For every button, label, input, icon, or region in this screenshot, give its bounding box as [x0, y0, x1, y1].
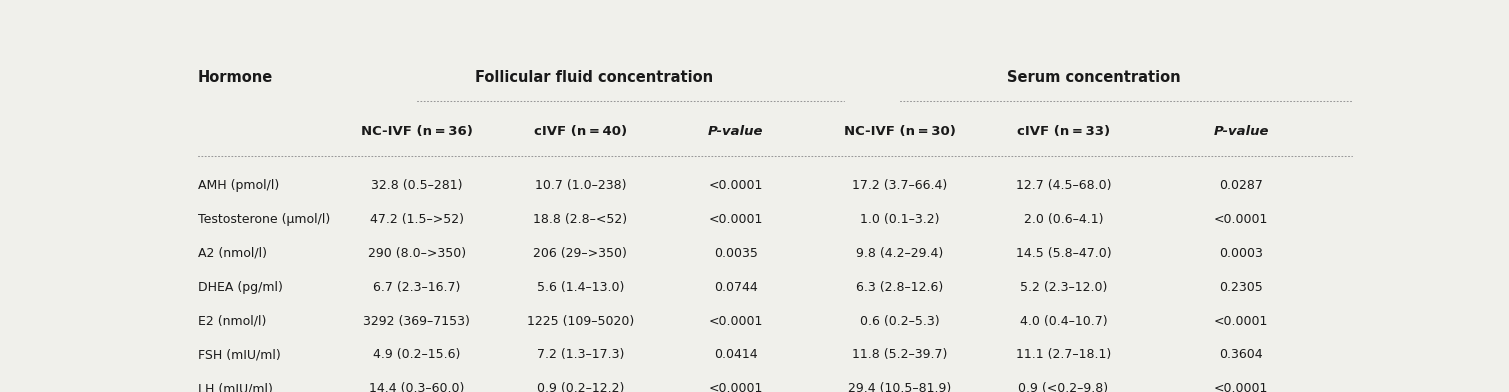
- Text: 206 (29–>350): 206 (29–>350): [534, 247, 628, 260]
- Text: <0.0001: <0.0001: [1213, 382, 1269, 392]
- Text: 0.0035: 0.0035: [714, 247, 758, 260]
- Text: 0.0287: 0.0287: [1219, 180, 1263, 192]
- Text: LH (mIU/ml): LH (mIU/ml): [198, 382, 273, 392]
- Text: 4.9 (0.2–15.6): 4.9 (0.2–15.6): [373, 348, 460, 361]
- Text: 0.0414: 0.0414: [714, 348, 758, 361]
- Text: cIVF (n = 33): cIVF (n = 33): [1017, 125, 1111, 138]
- Text: <0.0001: <0.0001: [1213, 213, 1269, 226]
- Text: 47.2 (1.5–>52): 47.2 (1.5–>52): [370, 213, 463, 226]
- Text: 14.5 (5.8–47.0): 14.5 (5.8–47.0): [1016, 247, 1111, 260]
- Text: 10.7 (1.0–238): 10.7 (1.0–238): [534, 180, 626, 192]
- Text: 9.8 (4.2–29.4): 9.8 (4.2–29.4): [856, 247, 943, 260]
- Text: cIVF (n = 40): cIVF (n = 40): [534, 125, 626, 138]
- Text: 1225 (109–5020): 1225 (109–5020): [527, 315, 634, 328]
- Text: Testosterone (μmol/l): Testosterone (μmol/l): [198, 213, 330, 226]
- Text: 1.0 (0.1–3.2): 1.0 (0.1–3.2): [860, 213, 940, 226]
- Text: 0.0744: 0.0744: [714, 281, 758, 294]
- Text: <0.0001: <0.0001: [709, 180, 764, 192]
- Text: 3292 (369–7153): 3292 (369–7153): [364, 315, 471, 328]
- Text: 32.8 (0.5–281): 32.8 (0.5–281): [371, 180, 462, 192]
- Text: 0.9 (<0.2–9.8): 0.9 (<0.2–9.8): [1019, 382, 1109, 392]
- Text: <0.0001: <0.0001: [709, 382, 764, 392]
- Text: FSH (mIU/ml): FSH (mIU/ml): [198, 348, 281, 361]
- Text: 12.7 (4.5–68.0): 12.7 (4.5–68.0): [1016, 180, 1111, 192]
- Text: 2.0 (0.6–4.1): 2.0 (0.6–4.1): [1023, 213, 1103, 226]
- Text: Serum concentration: Serum concentration: [1008, 70, 1182, 85]
- Text: <0.0001: <0.0001: [709, 213, 764, 226]
- Text: A2 (nmol/l): A2 (nmol/l): [198, 247, 267, 260]
- Text: <0.0001: <0.0001: [709, 315, 764, 328]
- Text: DHEA (pg/ml): DHEA (pg/ml): [198, 281, 282, 294]
- Text: 29.4 (10.5–81.9): 29.4 (10.5–81.9): [848, 382, 951, 392]
- Text: 18.8 (2.8–<52): 18.8 (2.8–<52): [533, 213, 628, 226]
- Text: 0.6 (0.2–5.3): 0.6 (0.2–5.3): [860, 315, 940, 328]
- Text: 290 (8.0–>350): 290 (8.0–>350): [368, 247, 466, 260]
- Text: AMH (pmol/l): AMH (pmol/l): [198, 180, 279, 192]
- Text: 17.2 (3.7–66.4): 17.2 (3.7–66.4): [853, 180, 948, 192]
- Text: Hormone: Hormone: [198, 70, 273, 85]
- Text: <0.0001: <0.0001: [1213, 315, 1269, 328]
- Text: P-value: P-value: [708, 125, 764, 138]
- Text: NC-IVF (n = 36): NC-IVF (n = 36): [361, 125, 472, 138]
- Text: 14.4 (0.3–60.0): 14.4 (0.3–60.0): [370, 382, 465, 392]
- Text: P-value: P-value: [1213, 125, 1269, 138]
- Text: 0.3604: 0.3604: [1219, 348, 1263, 361]
- Text: 5.6 (1.4–13.0): 5.6 (1.4–13.0): [537, 281, 625, 294]
- Text: 6.3 (2.8–12.6): 6.3 (2.8–12.6): [856, 281, 943, 294]
- Text: Follicular fluid concentration: Follicular fluid concentration: [475, 70, 714, 85]
- Text: 0.9 (0.2–12.2): 0.9 (0.2–12.2): [537, 382, 625, 392]
- Text: 5.2 (2.3–12.0): 5.2 (2.3–12.0): [1020, 281, 1108, 294]
- Text: 11.1 (2.7–18.1): 11.1 (2.7–18.1): [1016, 348, 1111, 361]
- Text: E2 (nmol/l): E2 (nmol/l): [198, 315, 267, 328]
- Text: 6.7 (2.3–16.7): 6.7 (2.3–16.7): [373, 281, 460, 294]
- Text: 0.2305: 0.2305: [1219, 281, 1263, 294]
- Text: NC-IVF (n = 30): NC-IVF (n = 30): [844, 125, 955, 138]
- Text: 0.0003: 0.0003: [1219, 247, 1263, 260]
- Text: 7.2 (1.3–17.3): 7.2 (1.3–17.3): [537, 348, 625, 361]
- Text: 11.8 (5.2–39.7): 11.8 (5.2–39.7): [853, 348, 948, 361]
- Text: 4.0 (0.4–10.7): 4.0 (0.4–10.7): [1020, 315, 1108, 328]
